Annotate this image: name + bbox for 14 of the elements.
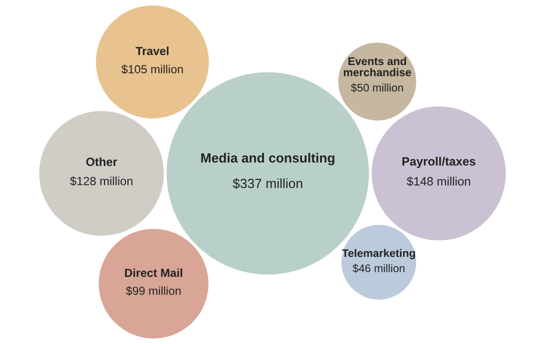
category-label: Direct Mail [125,268,182,277]
category-label: Payroll/taxes [402,156,476,168]
category-label: Events and merchandise [344,57,411,76]
category-label: Telemarketing [342,248,415,260]
category-label: Travel [136,46,168,56]
data-label: $46 million [352,264,404,273]
data-label: $50 million [350,83,403,92]
data-label: $105 million [121,64,183,74]
category-label: Other [86,157,118,166]
data-label: $337 million [232,178,302,189]
data-label: $99 million [126,286,181,296]
data-label: $128 million [70,176,132,186]
category-label: Media and consulting [201,152,334,166]
data-label: $148 million [406,176,470,186]
